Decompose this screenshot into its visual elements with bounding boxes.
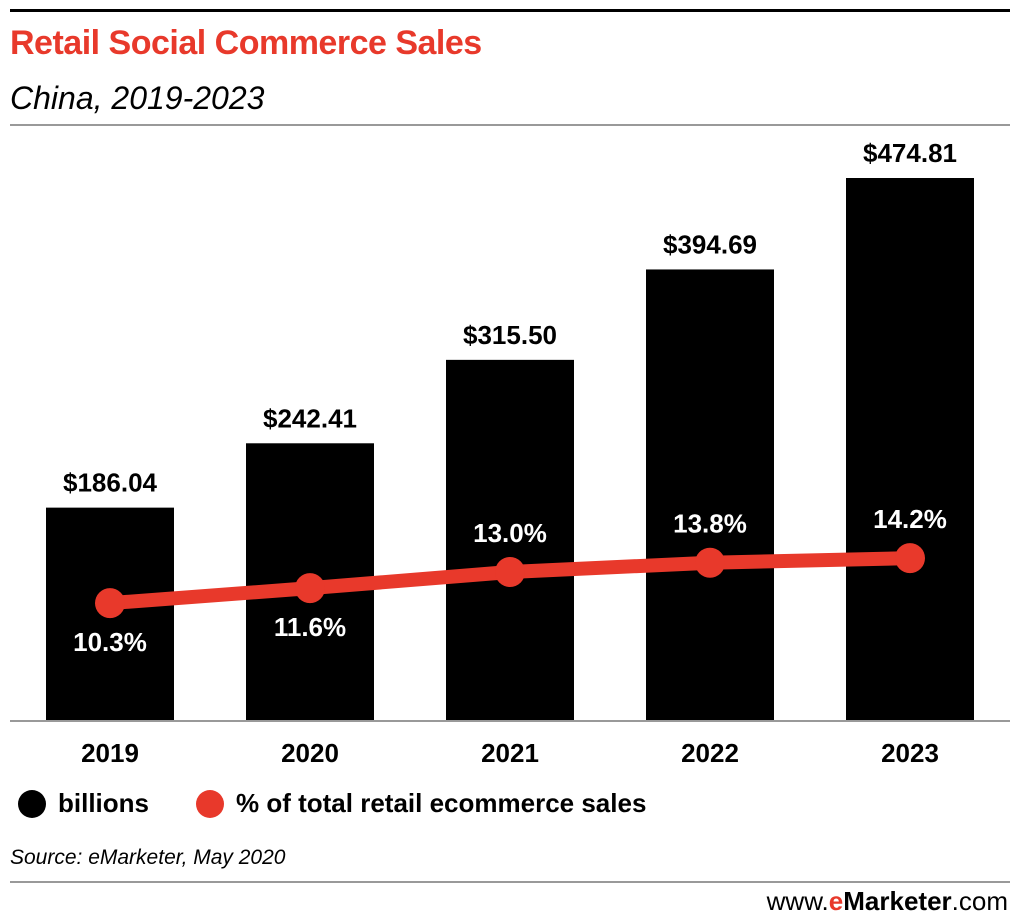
line-label-2019: 10.3% [73, 627, 147, 657]
bar-2021 [446, 359, 574, 720]
line-label-2022: 13.8% [673, 509, 747, 539]
line-point-2020 [295, 573, 325, 604]
logo-brand: Marketer [843, 886, 952, 916]
legend-item-billions: billions [18, 788, 149, 819]
logo-suffix: .com [951, 886, 1008, 916]
bar-2022 [646, 269, 774, 720]
x-tick-2019: 2019 [81, 738, 139, 768]
chart-title: Retail Social Commerce Sales [10, 24, 482, 62]
logo-e: e [828, 886, 844, 916]
chart-subtitle: China, 2019-2023 [10, 80, 265, 116]
x-tick-2022: 2022 [681, 738, 739, 768]
legend-swatch-bar [18, 789, 46, 818]
top-rule [10, 9, 1010, 12]
legend-label: billions [58, 788, 149, 818]
legend-item-percent: % of total retail ecommerce sales [196, 788, 646, 819]
bar-label-2023: $474.81 [863, 138, 957, 168]
line-point-2023 [895, 543, 925, 574]
legend-swatch-line [196, 789, 224, 818]
line-point-2022 [695, 547, 725, 578]
line-label-2020: 11.6% [274, 612, 346, 642]
bar-label-2021: $315.50 [463, 320, 557, 350]
x-tick-2023: 2023 [881, 738, 939, 768]
x-tick-2020: 2020 [281, 738, 339, 768]
footer-divider [10, 881, 1010, 883]
bar-2023 [846, 178, 974, 720]
source-note: Source: eMarketer, May 2020 [10, 846, 286, 869]
bar-label-2020: $242.41 [263, 403, 357, 433]
bar-label-2022: $394.69 [663, 229, 757, 259]
x-tick-2021: 2021 [481, 738, 539, 768]
line-point-2019 [95, 588, 125, 619]
line-label-2021: 13.0% [473, 518, 547, 548]
logo-prefix: www. [766, 886, 829, 916]
line-point-2021 [495, 556, 525, 587]
bar-label-2019: $186.04 [63, 468, 158, 498]
emarketer-logo: www.eMarketer.com [767, 886, 1008, 917]
legend-label: % of total retail ecommerce sales [236, 788, 647, 818]
line-label-2023: 14.2% [873, 504, 947, 534]
title-divider [10, 124, 1010, 126]
